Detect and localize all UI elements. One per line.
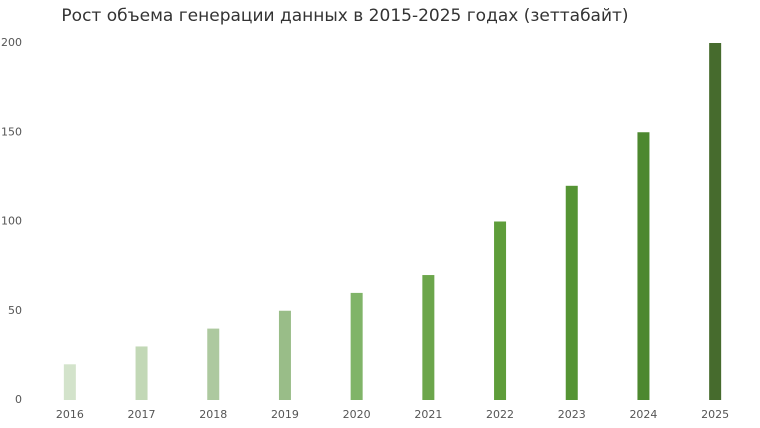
bar bbox=[350, 292, 363, 400]
x-tick-label: 2016 bbox=[56, 408, 84, 421]
bar bbox=[494, 221, 507, 400]
y-tick-label: 100 bbox=[1, 215, 22, 228]
x-tick-label: 2022 bbox=[486, 408, 514, 421]
y-tick-label: 0 bbox=[15, 393, 22, 406]
bar bbox=[422, 275, 435, 400]
x-tick-label: 2020 bbox=[343, 408, 371, 421]
bar bbox=[637, 132, 650, 400]
x-tick-label: 2024 bbox=[629, 408, 657, 421]
x-tick-label: 2017 bbox=[128, 408, 156, 421]
bar bbox=[565, 185, 578, 400]
x-tick-label: 2023 bbox=[558, 408, 586, 421]
x-tick-label: 2021 bbox=[414, 408, 442, 421]
bar bbox=[278, 310, 291, 400]
bar bbox=[135, 346, 148, 400]
y-tick-label: 150 bbox=[1, 125, 22, 138]
y-tick-label: 200 bbox=[1, 36, 22, 49]
y-tick-label: 50 bbox=[8, 304, 22, 317]
x-tick-label: 2025 bbox=[701, 408, 729, 421]
x-tick-label: 2018 bbox=[199, 408, 227, 421]
bar bbox=[709, 43, 722, 400]
bar bbox=[63, 364, 76, 400]
bar bbox=[207, 328, 220, 400]
x-tick-label: 2019 bbox=[271, 408, 299, 421]
chart-title: Рост объема генерации данных в 2015-2025… bbox=[61, 6, 628, 26]
